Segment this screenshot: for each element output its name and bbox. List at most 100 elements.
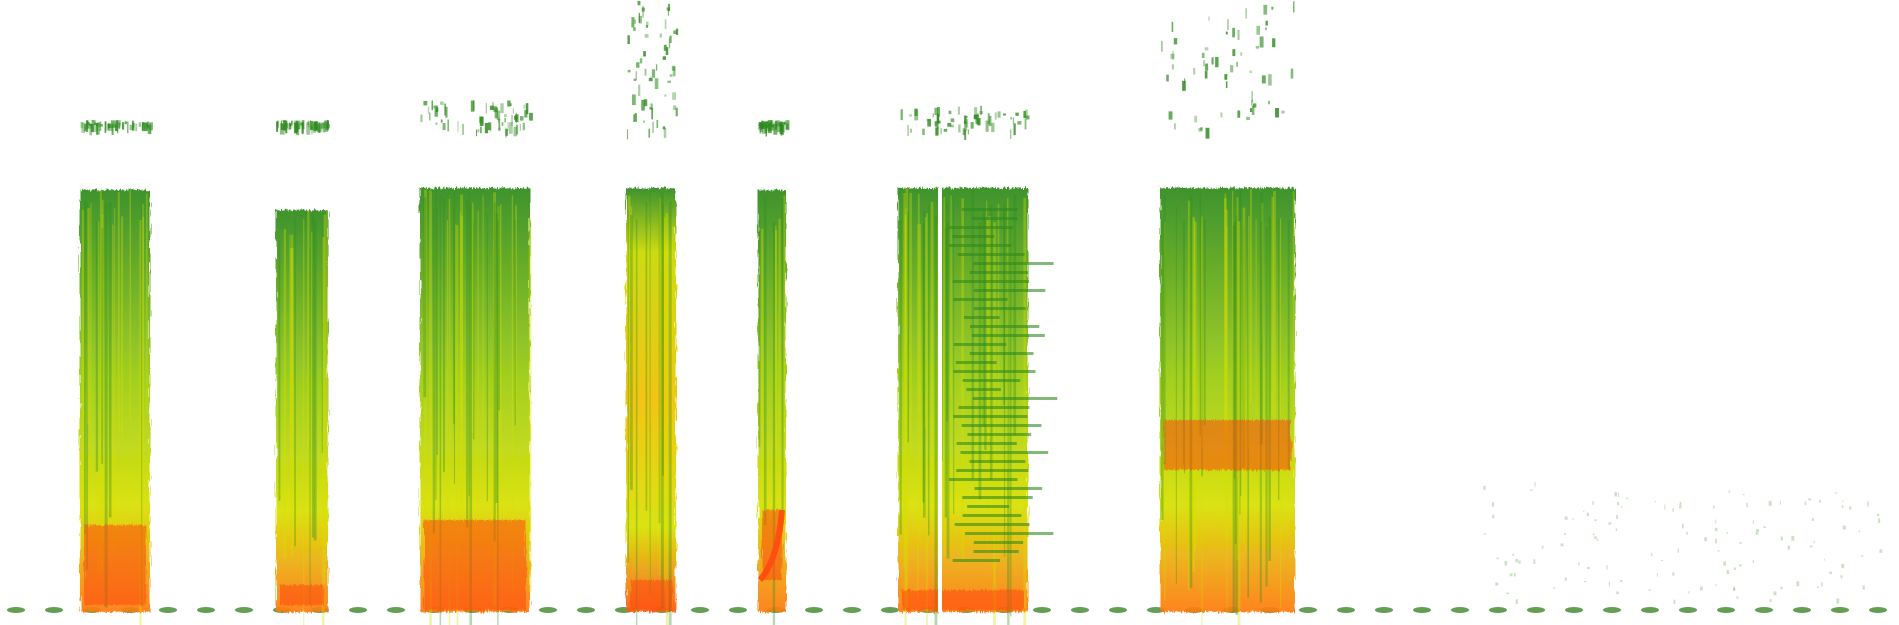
speckle [327, 121, 329, 132]
harmonic-line [970, 325, 1040, 328]
noise-dot [1780, 536, 1783, 541]
striation [627, 210, 629, 563]
speckle [291, 120, 293, 126]
striation [446, 220, 449, 508]
baseline-dash [691, 607, 709, 613]
speckle [92, 120, 97, 132]
speckle [447, 119, 450, 132]
striation [950, 195, 952, 397]
segment-1 [80, 120, 153, 625]
striation [435, 194, 437, 500]
baseline-dash [349, 607, 367, 613]
harmonic-line [956, 469, 1029, 472]
speckle [668, 37, 671, 49]
speckle [127, 121, 129, 134]
speckle [1205, 63, 1209, 71]
striation [432, 207, 436, 534]
speckle [673, 30, 677, 34]
harmonic-line [953, 370, 1036, 373]
striation [448, 198, 451, 625]
striation [774, 225, 777, 509]
speckle [1293, 1, 1295, 13]
segment-6 [898, 105, 1058, 625]
striation [291, 248, 294, 472]
speckle [1015, 112, 1019, 116]
speckle [317, 123, 322, 133]
striation [1224, 193, 1227, 497]
baseline-dash [881, 607, 899, 613]
striation [443, 197, 445, 473]
harmonic-line [973, 550, 1019, 553]
harmonic-line [956, 442, 1017, 445]
noise-dot [1616, 591, 1619, 595]
striation [129, 190, 131, 422]
speckle [1012, 117, 1014, 125]
baseline-dash [1603, 607, 1621, 613]
striation [466, 200, 469, 528]
harmonic-line [954, 523, 1030, 526]
speckle [505, 127, 507, 138]
speckle [149, 122, 153, 131]
speckle [1250, 108, 1253, 113]
speckle [99, 123, 103, 127]
striation [453, 207, 455, 424]
striation [1183, 221, 1185, 474]
noise-dot [1616, 514, 1619, 519]
speckle [948, 110, 952, 115]
baseline-dash [805, 607, 823, 613]
speckle [639, 58, 643, 64]
speckle [1251, 99, 1253, 104]
speckle [429, 112, 431, 121]
speckle [934, 121, 938, 127]
baseline-dash [235, 607, 253, 613]
speckle [477, 129, 480, 133]
noise-dot [1715, 538, 1717, 544]
energy-body [276, 210, 328, 612]
noise-dot [1804, 501, 1807, 506]
noise-dot [1715, 584, 1717, 587]
striation [1201, 227, 1203, 477]
noise-dot [1677, 548, 1679, 553]
noise-dot [1779, 500, 1781, 505]
noise-dot [1656, 572, 1658, 577]
striation [473, 220, 475, 440]
speckle [497, 117, 500, 123]
speckle [934, 107, 939, 116]
baseline-dash [45, 607, 63, 613]
speckle [442, 123, 446, 131]
noise-dot [1620, 506, 1623, 508]
striation [926, 213, 928, 625]
speckle [633, 78, 637, 81]
speckle [649, 107, 653, 110]
speckle [88, 123, 93, 129]
speckle [967, 129, 969, 135]
striation [1278, 218, 1280, 500]
harmonic-line [966, 388, 1001, 391]
noise-dot [1858, 530, 1861, 533]
striation [1003, 202, 1006, 405]
harmonic-line [969, 460, 1026, 463]
speckle [326, 120, 329, 129]
speckle [480, 126, 482, 134]
speckle [675, 107, 678, 117]
speckle [96, 123, 100, 135]
striation [303, 218, 305, 625]
speckle [648, 128, 650, 138]
speckle [965, 119, 969, 128]
baseline-dash [539, 607, 557, 613]
speckle [958, 124, 961, 133]
speckle [631, 17, 635, 28]
noise-dot [1688, 591, 1690, 594]
speckle [324, 120, 328, 132]
noise-dot [1876, 513, 1880, 516]
noise-dot [1626, 497, 1629, 499]
speckle [318, 122, 321, 133]
speckle [1268, 74, 1272, 86]
speckle [759, 123, 762, 134]
speckle [1256, 25, 1261, 35]
striation [1236, 197, 1239, 561]
speckle [1245, 8, 1247, 19]
striation [307, 211, 310, 446]
striation [1003, 210, 1006, 557]
speckle [644, 34, 649, 38]
